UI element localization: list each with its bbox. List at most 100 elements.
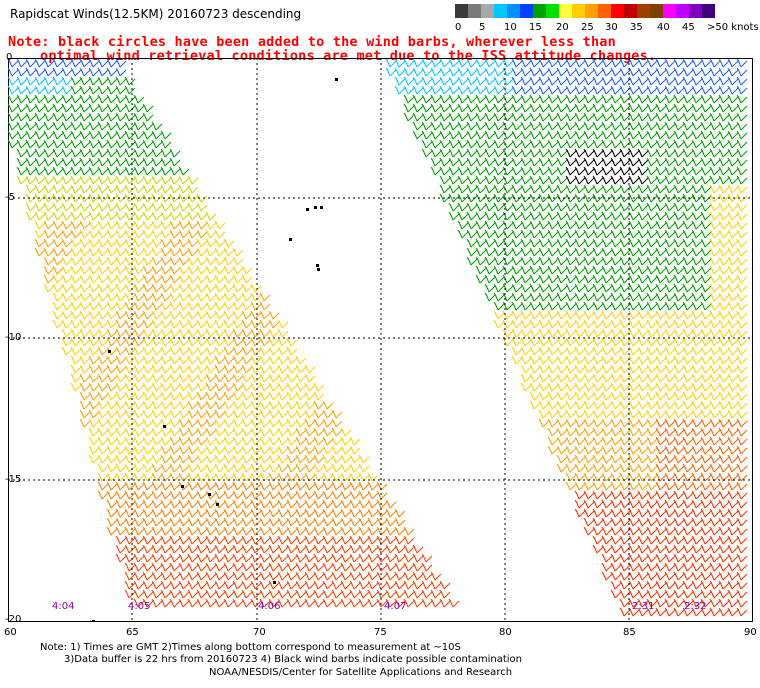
wind-barb xyxy=(556,211,568,221)
wind-barb xyxy=(691,85,703,95)
wind-barb xyxy=(34,103,46,113)
wind-barb xyxy=(610,166,622,176)
wind-barb xyxy=(601,436,613,446)
wind-barb xyxy=(727,481,739,491)
wind-barb xyxy=(196,373,208,383)
wind-barb xyxy=(637,265,649,275)
wind-barb xyxy=(313,382,325,392)
wind-barb xyxy=(529,355,541,365)
wind-barb xyxy=(574,130,586,140)
wind-barb xyxy=(331,445,343,455)
wind-barb xyxy=(619,346,631,356)
wind-barb xyxy=(637,418,649,428)
wind-barb xyxy=(736,400,748,410)
time-label-232: 2:32 xyxy=(684,601,707,612)
wind-barb xyxy=(592,265,604,275)
wind-barb xyxy=(142,454,154,464)
wind-barb xyxy=(232,571,244,581)
wind-barb xyxy=(610,67,622,77)
wind-barb xyxy=(322,517,334,527)
wind-barb xyxy=(178,274,190,284)
wind-barb xyxy=(601,400,613,410)
wind-barb xyxy=(700,274,712,284)
wind-barb xyxy=(592,130,604,140)
wind-barb xyxy=(142,274,154,284)
wind-barb xyxy=(304,589,316,599)
wind-barb xyxy=(592,202,604,212)
wind-barb xyxy=(187,382,199,392)
wind-barb xyxy=(196,445,208,455)
wind-barb xyxy=(241,562,253,572)
wind-barb xyxy=(277,445,289,455)
wind-barb xyxy=(601,265,613,275)
wind-barb xyxy=(538,67,550,77)
wind-barb xyxy=(187,418,199,428)
wind-barb xyxy=(178,490,190,500)
wind-barb xyxy=(205,229,217,239)
wind-barb xyxy=(529,175,541,185)
wind-barb xyxy=(277,571,289,581)
wind-barb xyxy=(133,148,145,158)
wind-barb xyxy=(79,67,91,77)
wind-barb xyxy=(322,427,334,437)
wind-barb xyxy=(178,328,190,338)
wind-barb xyxy=(682,148,694,158)
wind-barb xyxy=(439,184,451,194)
wind-barb xyxy=(682,67,694,77)
wind-barb xyxy=(556,400,568,410)
wind-barb xyxy=(574,346,586,356)
wind-barb xyxy=(709,148,721,158)
wind-barb xyxy=(520,337,532,347)
wind-barb xyxy=(691,364,703,374)
wind-barb xyxy=(214,490,226,500)
wind-barb xyxy=(682,211,694,221)
wind-barb xyxy=(268,490,280,500)
wind-barb xyxy=(601,112,613,122)
wind-barb xyxy=(592,67,604,77)
wind-barb xyxy=(106,238,118,248)
wind-barb xyxy=(8,121,19,131)
wind-barb xyxy=(619,148,631,158)
wind-barb xyxy=(61,265,73,275)
wind-barb xyxy=(340,508,352,518)
wind-barb xyxy=(178,598,190,608)
wind-barb xyxy=(637,481,649,491)
wind-barb xyxy=(34,85,46,95)
wind-barb xyxy=(628,94,640,104)
wind-barb xyxy=(196,436,208,446)
wind-barb xyxy=(376,481,388,491)
wind-barb xyxy=(556,364,568,374)
wind-barb xyxy=(25,175,37,185)
wind-barb xyxy=(79,238,91,248)
wind-barb xyxy=(709,265,721,275)
wind-barb xyxy=(115,157,127,167)
wind-barb xyxy=(259,427,271,437)
wind-barb xyxy=(610,229,622,239)
wind-barb xyxy=(574,409,586,419)
wind-barb xyxy=(106,481,118,491)
wind-barb xyxy=(673,391,685,401)
wind-barb xyxy=(322,418,334,428)
wind-barb xyxy=(61,139,73,149)
wind-barb xyxy=(619,166,631,176)
wind-barb xyxy=(664,526,676,536)
wind-barb xyxy=(709,481,721,491)
wind-barb xyxy=(682,553,694,563)
wind-barb xyxy=(619,445,631,455)
wind-barb xyxy=(655,490,667,500)
wind-barb xyxy=(565,310,577,320)
wind-barb xyxy=(556,139,568,149)
wind-barb xyxy=(655,301,667,311)
wind-barb xyxy=(97,166,109,176)
wind-barb xyxy=(673,535,685,545)
wind-barb xyxy=(682,382,694,392)
wind-barb xyxy=(538,418,550,428)
wind-barb xyxy=(232,265,244,275)
wind-barb xyxy=(88,247,100,257)
wind-barb xyxy=(151,265,163,275)
wind-barb xyxy=(295,400,307,410)
wind-barb xyxy=(394,517,406,527)
wind-barb xyxy=(34,247,46,257)
wind-barb xyxy=(151,571,163,581)
wind-barb xyxy=(151,247,163,257)
